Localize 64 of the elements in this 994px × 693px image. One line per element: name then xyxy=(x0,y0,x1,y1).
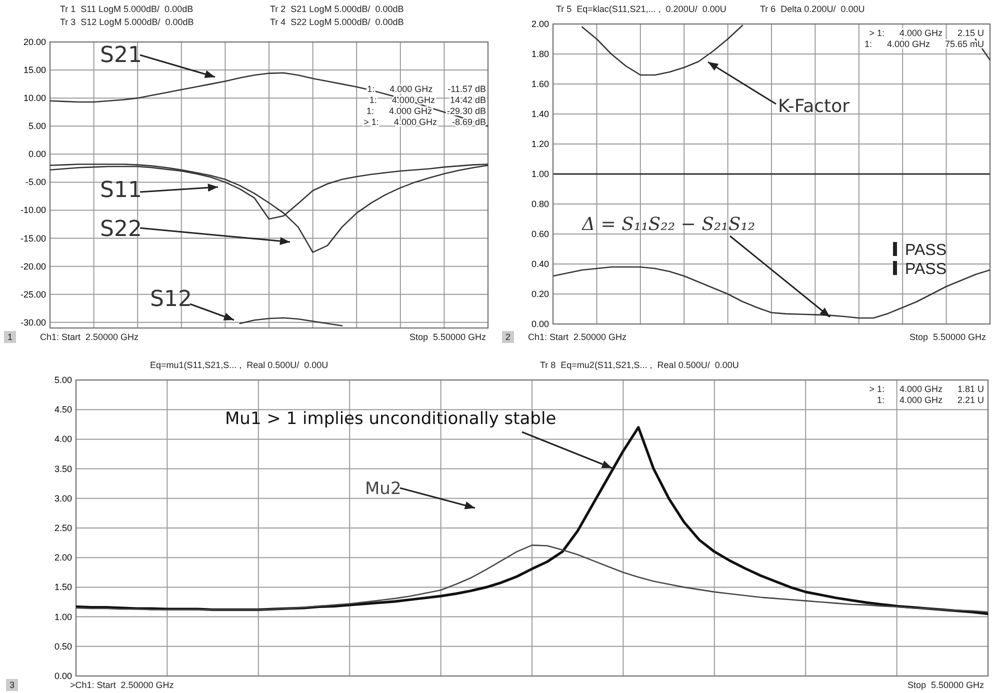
y-tick-label: -10.00 xyxy=(20,205,46,216)
text: >Ch1: Start 2.50000 GHz xyxy=(70,680,174,690)
annotation: 1: 4.000 GHz -29.30 dB xyxy=(366,106,486,116)
text: Eq=mu1(S11,S21,S... , Real 0.500U/ 0.00U xyxy=(150,360,328,370)
text: Stop 5.50000 GHz xyxy=(409,332,486,342)
y-tick-label: 1.50 xyxy=(54,582,72,592)
y-tick-label: 4.50 xyxy=(54,404,72,415)
text: Ch1: Start 2.50000 GHz xyxy=(528,332,628,342)
text: Tr 1 S11 LogM 5.000dB/ 0.00dB xyxy=(60,4,194,14)
text: Tr 5 Eq=klac(S11,S21,... , 0.200U/ 0.00U xyxy=(556,4,726,14)
text: Ch1: Start 2.50000 GHz xyxy=(40,332,140,342)
text: Tr 6 Delta 0.200U/ 0.00U xyxy=(760,4,865,14)
y-tick-label: -5.00 xyxy=(25,177,46,188)
series-label: S11 xyxy=(100,178,142,203)
y-tick-label: 0.50 xyxy=(54,641,72,652)
annotation: PASS xyxy=(905,261,946,278)
text: 1 xyxy=(7,332,13,342)
y-tick-label: 3.00 xyxy=(54,493,72,504)
y-tick-label: 0.00 xyxy=(54,671,72,681)
y-tick-label: 4.00 xyxy=(54,434,72,444)
y-tick-label: 10.00 xyxy=(23,93,46,104)
text: Mu1 > 1 implies unconditionally stable xyxy=(225,409,556,429)
y-tick-label: 0.60 xyxy=(531,229,549,239)
y-tick-label: 1.80 xyxy=(531,49,549,59)
text: Stop 5.50000 GHz xyxy=(909,332,986,342)
y-tick-label: 1.00 xyxy=(54,612,72,622)
text: 3 xyxy=(9,680,15,690)
text: Tr 3 S12 LogM 5.000dB/ 0.00dB xyxy=(60,17,194,27)
text: Tr 8 Eq=mu2(S11,S21,S... , Real 0.500U/ 0.00U xyxy=(540,360,739,370)
y-tick-label: 1.00 xyxy=(531,169,549,179)
y-tick-label: -20.00 xyxy=(20,261,46,272)
annotation: 1: 4.000 GHz 2.21 U xyxy=(876,395,984,405)
text: Stop 5.50000 GHz xyxy=(907,680,984,690)
y-tick-label: 0.00 xyxy=(531,319,549,329)
y-tick-label: 15.00 xyxy=(23,65,46,76)
text: K-Factor xyxy=(778,96,850,117)
y-tick-label: 3.50 xyxy=(54,464,72,474)
annotation: > 1: 4.000 GHz 2.15 U xyxy=(869,28,984,38)
y-tick-label: -25.00 xyxy=(20,289,46,300)
series-label: Δ = S₁₁S₂₂ − S₂₁S₁₂ xyxy=(581,214,756,235)
annotation: PASS xyxy=(905,242,946,259)
y-tick-label: 2.00 xyxy=(531,19,549,29)
text: S12 xyxy=(150,287,192,312)
y-tick-label: 2.00 xyxy=(54,552,72,563)
text: Mu2 xyxy=(365,479,402,499)
y-tick-label: 1.60 xyxy=(531,79,549,89)
series-label: S21 xyxy=(100,43,142,68)
y-tick-label: 2.50 xyxy=(54,523,72,533)
y-tick-label: 1.20 xyxy=(531,139,549,149)
text: Tr 4 S22 LogM 5.000dB/ 0.00dB xyxy=(270,17,404,27)
annotation: > 1: 4.000 GHz 1.81 U xyxy=(869,384,984,394)
y-tick-label: -15.00 xyxy=(20,233,46,244)
text: Tr 2 S21 LogM 5.000dB/ 0.00dB xyxy=(270,4,404,14)
y-tick-label: 1.40 xyxy=(531,109,549,119)
text: S22 xyxy=(100,217,142,242)
y-tick-label: 20.00 xyxy=(23,37,46,47)
text: 2 xyxy=(505,332,511,342)
y-tick-label: 0.00 xyxy=(28,149,46,160)
y-tick-label: 5.00 xyxy=(54,375,72,385)
y-tick-label: 5.00 xyxy=(28,121,46,132)
y-tick-label: -30.00 xyxy=(20,317,46,328)
y-tick-label: 0.20 xyxy=(531,289,549,299)
y-tick-label: 0.80 xyxy=(531,199,549,209)
y-tick-label: 0.40 xyxy=(531,259,549,269)
